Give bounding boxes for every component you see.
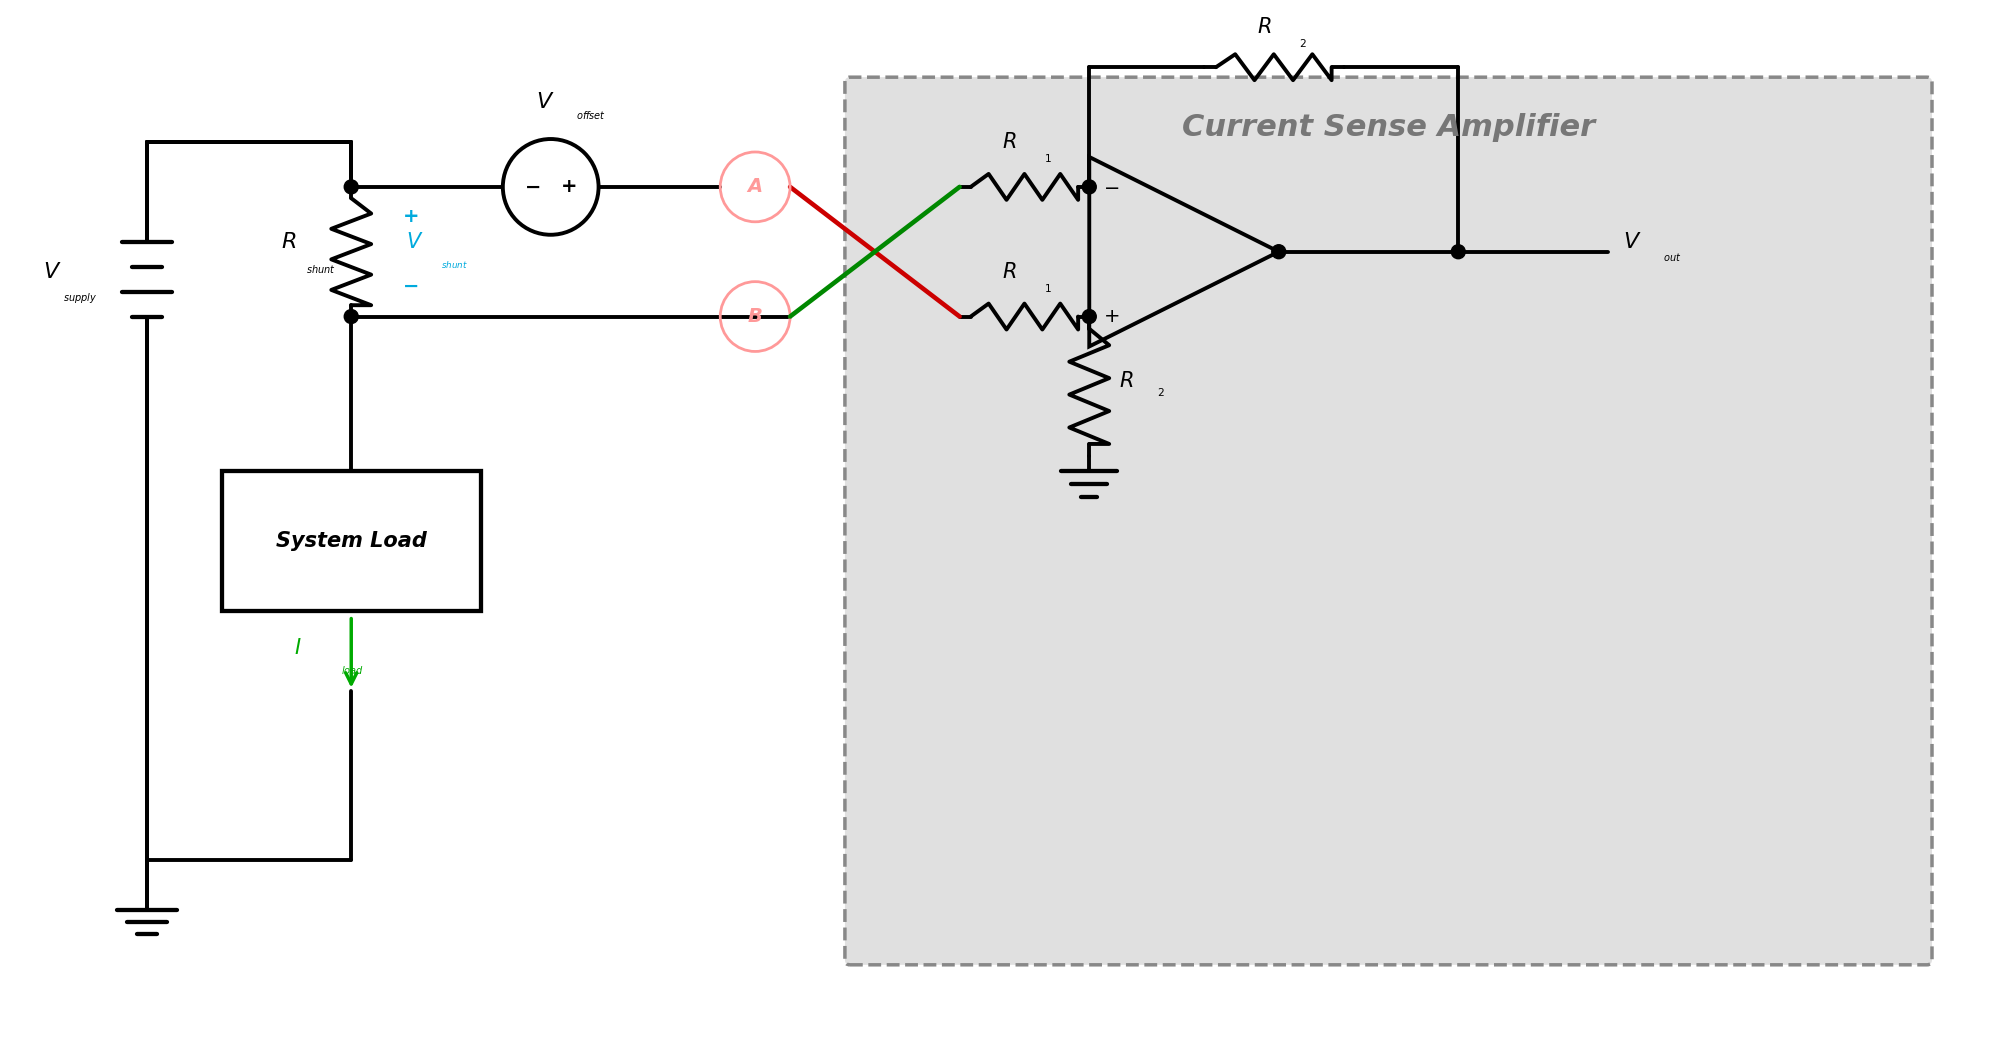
Text: $V$: $V$ [535,92,555,112]
Text: $_1$: $_1$ [1043,280,1051,295]
Circle shape [344,309,358,324]
Circle shape [1081,309,1095,324]
Text: B: B [747,307,761,326]
Circle shape [344,180,358,194]
Text: $_{offset}$: $_{offset}$ [575,108,605,122]
Text: $_2$: $_2$ [1299,35,1307,50]
Text: $_2$: $_2$ [1157,384,1165,399]
Text: $V$: $V$ [1622,232,1640,252]
Text: $R$: $R$ [1001,261,1017,282]
Text: $_{shunt}$: $_{shunt}$ [442,257,468,270]
Text: A: A [747,177,763,197]
Text: System Load: System Load [276,531,426,551]
FancyBboxPatch shape [222,472,482,611]
Text: $+$: $+$ [1103,307,1119,326]
Circle shape [1081,180,1095,194]
Text: +: + [404,207,420,226]
Text: $-$: $-$ [1103,177,1119,197]
Text: $R$: $R$ [282,232,296,252]
FancyBboxPatch shape [845,77,1930,965]
Circle shape [1271,245,1285,259]
Text: $V$: $V$ [44,261,62,282]
Text: $R$: $R$ [1257,18,1271,37]
Text: Current Sense Amplifier: Current Sense Amplifier [1181,112,1594,142]
Text: $_{load}$: $_{load}$ [342,663,364,677]
Text: $_{supply}$: $_{supply}$ [62,291,96,306]
Text: $I$: $I$ [294,638,302,658]
Circle shape [503,139,597,235]
Text: −: − [523,177,541,197]
Text: $R$: $R$ [1119,372,1133,391]
Text: +: + [559,177,577,197]
Text: −: − [404,277,420,296]
Circle shape [1451,245,1465,259]
Text: $V$: $V$ [406,232,424,252]
Text: $_{out}$: $_{out}$ [1662,250,1680,263]
Text: $_{shunt}$: $_{shunt}$ [306,261,336,276]
Text: $_1$: $_1$ [1043,150,1051,164]
Text: $R$: $R$ [1001,132,1017,152]
